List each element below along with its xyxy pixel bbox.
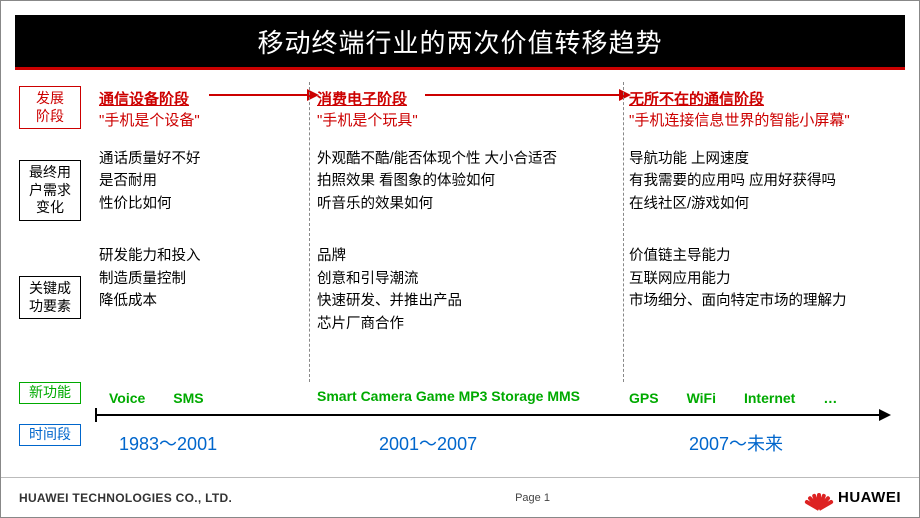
stage2-title: 消费电子阶段 <box>317 88 617 109</box>
page-title: 移动终端行业的两次价值转移趋势 <box>15 15 905 67</box>
needs-2: 外观酷不酷/能否体现个性 大小合适否拍照效果 看图象的体验如何听音乐的效果如何 <box>317 148 617 215</box>
footer: HUAWEI TECHNOLOGIES CO., LTD. Page 1 HUA… <box>1 477 919 517</box>
label-feature: 新功能 <box>19 382 81 404</box>
stage3-sub: "手机连接信息世界的智能小屏幕" <box>629 109 899 130</box>
footer-company: HUAWEI TECHNOLOGIES CO., LTD. <box>19 491 232 505</box>
huawei-logo-icon <box>806 487 832 509</box>
features-3: GPS WiFi Internet … <box>629 388 837 408</box>
divider-1-2 <box>309 82 310 382</box>
main-grid: 通信设备阶段 "手机是个设备" 通话质量好不好是否耐用性价比如何 研发能力和投入… <box>99 82 901 460</box>
huawei-logo-text: HUAWEI <box>838 489 901 506</box>
features-2: Smart Camera Game MP3 Storage MMS <box>317 388 580 404</box>
features-1: Voice SMS <box>109 388 204 408</box>
stage2-sub: "手机是个玩具" <box>317 109 617 130</box>
content-area: 发展阶段 最终用户需求变化 关键成功要素 新功能 时间段 通信设备阶段 "手机是… <box>19 82 901 460</box>
stage3-title: 无所不在的通信阶段 <box>629 88 899 109</box>
time-2: 2001～2007 <box>379 430 477 456</box>
time-3: 2007～未来 <box>689 430 783 456</box>
ksf-2: 品牌创意和引导潮流快速研发、并推出产品芯片厂商合作 <box>317 245 617 335</box>
divider-2-3 <box>623 82 624 382</box>
label-needs: 最终用户需求变化 <box>19 160 81 221</box>
huawei-logo: HUAWEI <box>806 487 901 509</box>
timeline-axis <box>97 414 881 416</box>
needs-1: 通话质量好不好是否耐用性价比如何 <box>99 148 307 215</box>
time-1: 1983～2001 <box>119 430 217 456</box>
label-ksf: 关键成功要素 <box>19 276 81 319</box>
label-time: 时间段 <box>19 424 81 446</box>
stage1-sub: "手机是个设备" <box>99 109 307 130</box>
title-underline <box>15 67 905 70</box>
ksf-1: 研发能力和投入制造质量控制降低成本 <box>99 245 307 312</box>
ksf-3: 价值链主导能力互联网应用能力市场细分、面向特定市场的理解力 <box>629 245 899 312</box>
label-stage: 发展阶段 <box>19 86 81 129</box>
footer-page: Page 1 <box>515 492 550 504</box>
needs-3: 导航功能 上网速度有我需要的应用吗 应用好获得吗在线社区/游戏如何 <box>629 148 899 215</box>
stage1-title: 通信设备阶段 <box>99 88 307 109</box>
